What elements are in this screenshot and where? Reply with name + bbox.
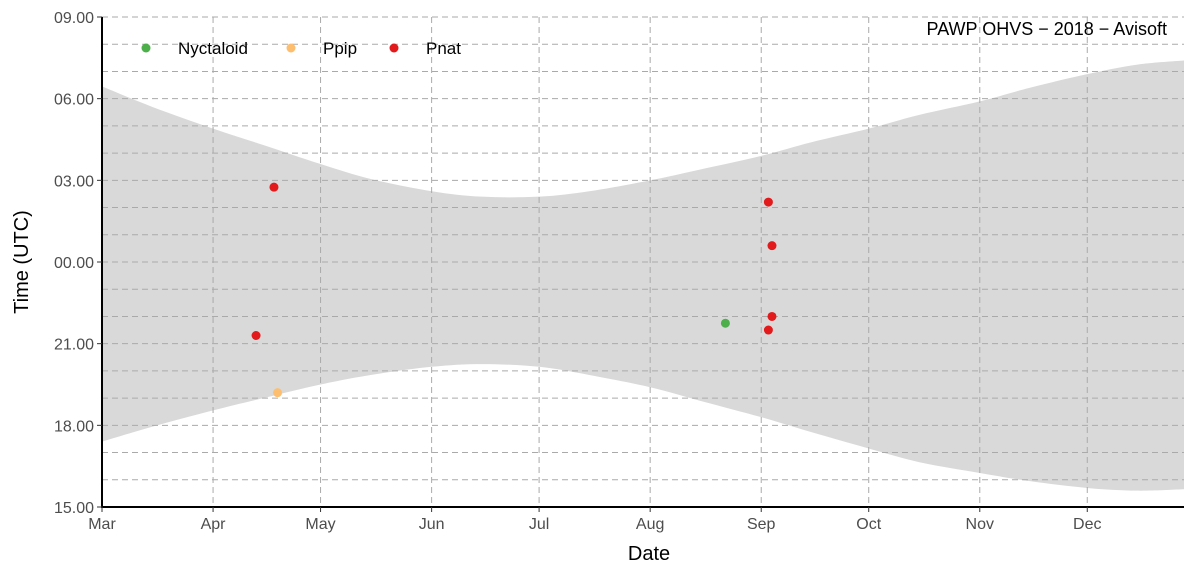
legend-label: Nyctaloid [178,39,248,58]
x-tick-label: Aug [636,516,664,533]
legend-marker [389,43,399,53]
legend-marker [141,43,151,53]
y-tick-label: 15.00 [54,500,94,517]
x-tick-label: Jun [419,516,445,533]
y-tick-label: 06.00 [54,92,94,109]
legend-item-ppip: Ppip [286,39,357,58]
x-tick-label: May [305,516,335,533]
legend-item-pnat: Pnat [389,39,461,58]
x-tick-label: Mar [88,516,116,533]
data-point-pnat [763,325,773,335]
x-tick-label: Sep [747,516,776,533]
y-axis-title: Time (UTC) [11,210,33,314]
night-band-area [102,60,1184,491]
x-axis-title: Date [628,543,670,565]
y-tick-label: 18.00 [54,418,94,435]
grid [102,16,1184,507]
x-tick-label: Nov [966,516,994,533]
data-point-pnat [763,197,773,207]
y-tick-label: 09.00 [54,10,94,27]
y-axis-ticks: 15.00 18.00 21.00 00.00 03.00 06.00 09.00 [54,10,102,517]
data-point-pnat [251,331,261,340]
night-band [102,60,1184,491]
legend-marker [286,43,296,53]
data-point-nyctaloid [720,318,730,328]
chart-annotation: PAWP OHVS − 2018 − Avisoft [927,19,1167,39]
x-tick-label: Apr [201,516,227,533]
legend: Nyctaloid Ppip Pnat [141,39,461,58]
x-tick-label: Dec [1073,516,1101,533]
legend-label: Ppip [323,39,357,58]
y-tick-label: 03.00 [54,173,94,190]
data-point-ppip [273,388,283,398]
x-tick-label: Jul [529,516,549,533]
data-point-pnat [767,241,777,251]
y-tick-label: 21.00 [54,337,94,354]
data-point-pnat [269,182,279,192]
data-point-pnat [767,311,777,321]
x-tick-label: Oct [856,516,881,533]
data-points [251,182,777,398]
y-tick-label: 00.00 [54,255,94,272]
x-axis-ticks: Mar Apr May Jun Jul Aug Sep Oct Nov Dec [88,507,1101,533]
legend-item-nyctaloid: Nyctaloid [141,39,248,58]
legend-label: Pnat [426,39,461,58]
